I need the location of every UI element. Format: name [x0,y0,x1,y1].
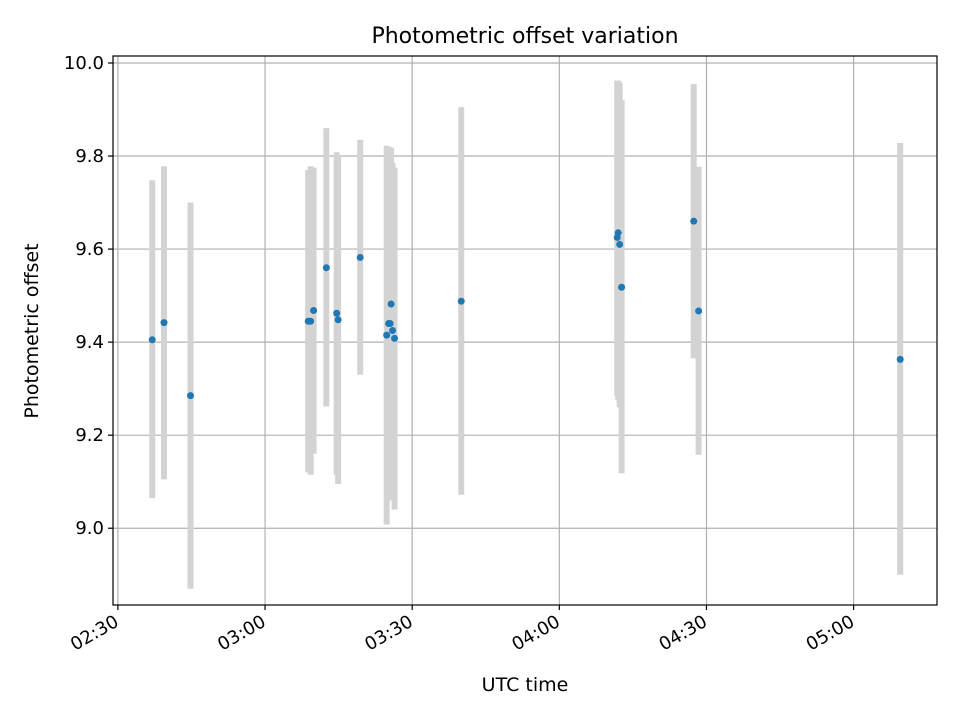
data-point [334,316,342,324]
data-point [307,317,315,325]
data-point [383,331,391,339]
y-tick-label: 9.8 [75,146,104,167]
data-point [690,217,698,225]
data-point [386,320,394,328]
grid-layer [113,56,937,605]
data-point [356,253,364,261]
data-point [333,309,341,317]
data-point [618,283,626,291]
data-point [614,229,622,237]
data-point [322,264,330,272]
y-axis-label: Photometric offset [21,243,43,418]
data-point [148,336,156,344]
point-layer [148,217,904,400]
y-tick-label: 9.0 [75,518,104,539]
y-tick-label: 9.2 [75,425,104,446]
data-point [616,240,624,248]
data-point [310,306,318,314]
y-tick-label: 10.0 [64,53,104,74]
data-point [695,307,703,315]
data-point [389,327,397,334]
x-axis-label: UTC time [482,674,569,696]
data-point [457,297,465,305]
data-point [160,319,168,327]
y-axis-ticks: 9.0 9.2 9.4 9.6 9.8 10.0 [64,53,113,539]
data-point [387,300,395,308]
chart-title: Photometric offset variation [371,24,678,49]
data-point [186,392,194,400]
y-tick-label: 9.6 [75,239,104,260]
data-point [896,355,904,363]
data-point [391,334,399,342]
y-tick-label: 9.4 [75,332,104,353]
plot-frame [112,55,938,606]
